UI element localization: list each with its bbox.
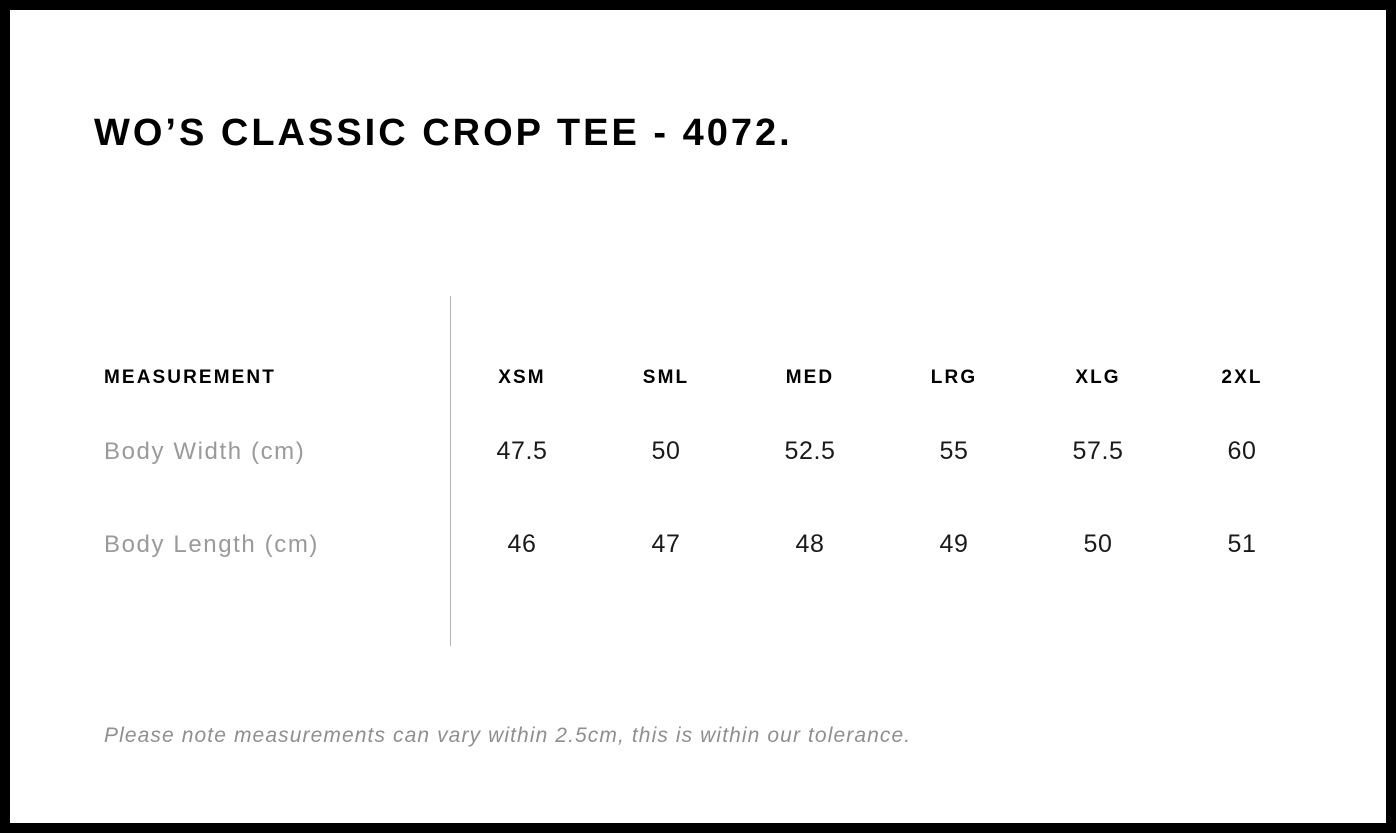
column-divider — [450, 296, 451, 646]
column-header-sml: SML — [642, 366, 690, 388]
cell-body-length-xlg: 50 — [1083, 530, 1113, 558]
column-header-xlg: XLG — [1075, 366, 1121, 388]
cell-body-width-sml: 50 — [651, 437, 681, 465]
cell-body-width-xsm: 47.5 — [496, 437, 548, 465]
cell-body-length-2xl: 51 — [1227, 530, 1257, 558]
cell-body-length-lrg: 49 — [939, 530, 969, 558]
table-header-row: MEASUREMENT XSM SML MED LRG XLG 2XL — [94, 350, 1314, 405]
table-row: Body Width (cm) 47.5 50 52.5 55 57.5 60 — [94, 405, 1314, 498]
column-header-xsm: XSM — [498, 366, 546, 388]
page-title: WO’S CLASSIC CROP TEE - 4072. — [94, 112, 793, 154]
cell-body-width-xlg: 57.5 — [1072, 437, 1124, 465]
column-header-med: MED — [785, 366, 835, 388]
table-row: Body Length (cm) 46 47 48 49 50 51 — [94, 498, 1314, 591]
tolerance-note: Please note measurements can vary within… — [104, 724, 912, 747]
column-header-lrg: LRG — [930, 366, 978, 388]
column-header-measurement: MEASUREMENT — [104, 366, 276, 388]
size-table: MEASUREMENT XSM SML MED LRG XLG 2XL Body… — [94, 350, 1314, 591]
cell-body-width-lrg: 55 — [939, 437, 969, 465]
row-label-body-length: Body Length (cm) — [104, 530, 320, 558]
cell-body-length-med: 48 — [795, 530, 825, 558]
cell-body-width-2xl: 60 — [1227, 437, 1257, 465]
cell-body-length-xsm: 46 — [507, 530, 537, 558]
cell-body-length-sml: 47 — [651, 530, 681, 558]
row-label-body-width: Body Width (cm) — [104, 437, 306, 465]
cell-body-width-med: 52.5 — [784, 437, 836, 465]
column-header-2xl: 2XL — [1221, 366, 1263, 388]
